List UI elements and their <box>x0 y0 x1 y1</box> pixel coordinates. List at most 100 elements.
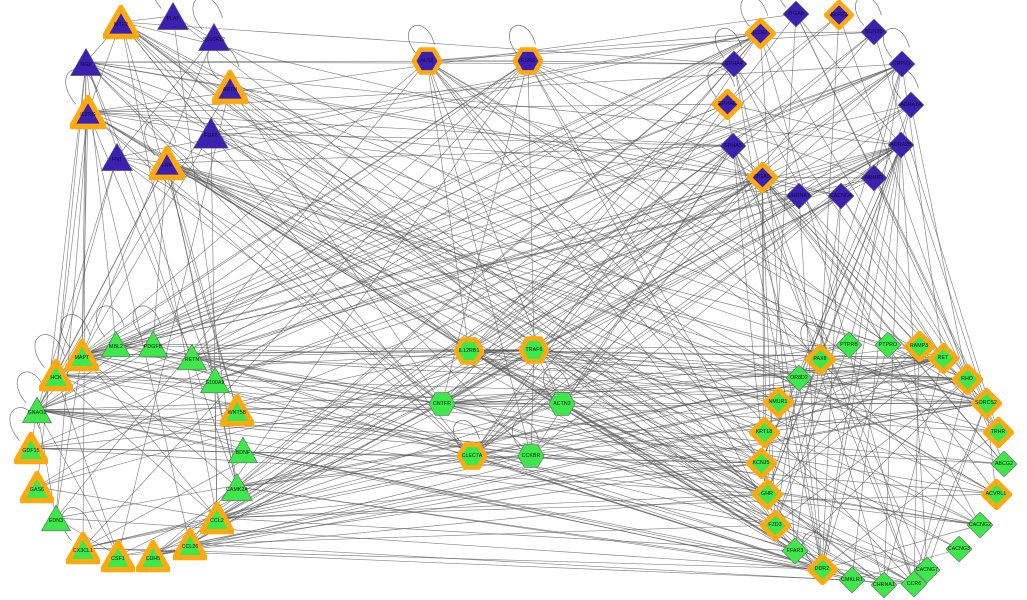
edge <box>152 32 761 557</box>
edge <box>166 162 238 488</box>
edge <box>761 104 912 178</box>
edge <box>85 61 902 146</box>
edge <box>85 61 443 405</box>
edge <box>798 144 902 197</box>
edge <box>840 195 944 359</box>
edge <box>216 145 734 519</box>
edge <box>966 378 1005 465</box>
edge <box>36 409 981 526</box>
edge <box>527 60 776 526</box>
edge <box>441 345 920 405</box>
edge <box>55 374 981 526</box>
edge <box>116 36 215 158</box>
edge <box>468 14 840 352</box>
edge <box>873 177 968 380</box>
edge <box>763 345 920 433</box>
edge <box>166 162 987 404</box>
edge <box>81 354 218 519</box>
edge <box>120 21 212 134</box>
edge <box>120 21 735 65</box>
edge <box>55 60 428 519</box>
edge <box>900 144 987 404</box>
edge <box>471 378 968 457</box>
edge <box>87 103 728 113</box>
edge <box>117 86 231 557</box>
edge <box>55 374 119 557</box>
edge <box>821 524 981 570</box>
edge <box>166 162 960 550</box>
edge <box>214 144 902 381</box>
edge <box>36 409 119 557</box>
edge <box>191 63 903 358</box>
edge <box>236 14 840 488</box>
self-loop-edge <box>132 305 162 338</box>
edge <box>81 132 212 356</box>
self-loop-edge <box>65 68 98 105</box>
edge <box>561 403 768 495</box>
edge <box>120 21 842 197</box>
edge <box>236 409 981 526</box>
edge <box>116 32 761 158</box>
edge <box>36 378 968 411</box>
edge <box>36 402 987 411</box>
edge <box>821 344 889 570</box>
edge <box>426 60 1005 465</box>
edge <box>761 176 920 347</box>
edge <box>166 32 761 164</box>
edge <box>36 144 902 488</box>
edge <box>36 349 535 488</box>
edge <box>216 517 796 552</box>
edge <box>468 350 762 464</box>
self-loop-edge <box>883 28 910 58</box>
edge <box>87 111 763 178</box>
edge <box>166 162 981 526</box>
edge <box>468 144 902 352</box>
self-loop-edge <box>61 507 92 541</box>
edge <box>82 455 532 549</box>
edge <box>533 349 765 433</box>
edge <box>120 21 997 495</box>
edge <box>189 195 842 545</box>
edge <box>229 86 968 380</box>
edge <box>81 36 215 356</box>
edge <box>236 455 473 488</box>
edge <box>441 378 968 405</box>
edge <box>81 111 89 356</box>
edge <box>795 13 999 433</box>
edge <box>191 356 997 495</box>
edge <box>819 144 902 360</box>
edge <box>798 377 823 570</box>
edge <box>759 32 968 380</box>
edge <box>426 60 762 464</box>
edge <box>210 132 734 147</box>
edge <box>883 357 944 586</box>
edge <box>777 357 944 403</box>
edge <box>87 111 193 358</box>
edge <box>242 449 823 570</box>
edge <box>468 31 875 352</box>
edge <box>30 447 768 495</box>
edge <box>798 195 823 570</box>
self-loop-edge <box>408 25 435 55</box>
edge <box>191 60 529 358</box>
edge <box>216 493 997 519</box>
edge <box>152 402 987 557</box>
edge <box>761 176 765 433</box>
edge <box>236 403 443 411</box>
self-loop-edge <box>192 0 223 30</box>
edge <box>210 132 768 495</box>
edge <box>81 60 428 356</box>
edge <box>533 349 800 379</box>
edge <box>821 431 999 570</box>
edge <box>471 195 842 457</box>
edge <box>85 61 968 380</box>
edge <box>533 63 903 351</box>
edge <box>851 548 960 581</box>
edge <box>210 32 761 134</box>
edge <box>216 104 912 519</box>
edge <box>726 13 797 105</box>
edge <box>87 111 885 586</box>
edge <box>55 156 118 376</box>
